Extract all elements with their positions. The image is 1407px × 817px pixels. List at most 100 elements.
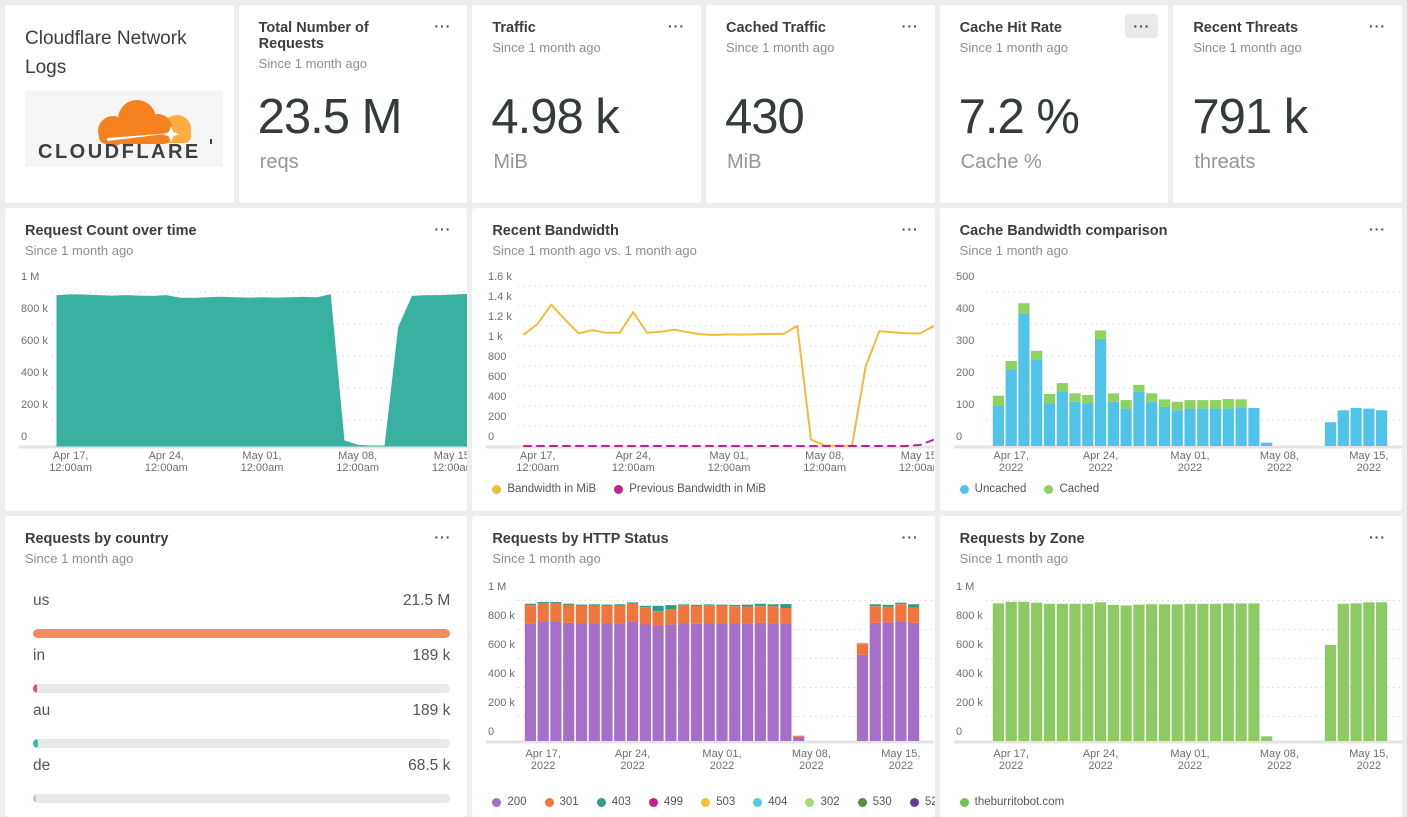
chart-panel-http-status: Requests by HTTP Status Since 1 month ag… (472, 516, 935, 817)
legend-item[interactable]: 530 (857, 796, 892, 808)
country-value: 189 k (412, 647, 451, 664)
legend-label: 403 (611, 796, 631, 808)
country-value: 21.5 M (402, 592, 451, 609)
legend-item[interactable]: Bandwidth in MiB (492, 483, 596, 495)
legend-dot-icon (959, 484, 969, 494)
stat-unit: MiB (727, 151, 762, 173)
svg-text:400 k: 400 k (488, 668, 515, 680)
legend-item[interactable]: 403 (596, 796, 631, 808)
legend-item[interactable]: Cached (1044, 483, 1099, 495)
legend-item[interactable]: 526 (909, 796, 935, 808)
legend-item[interactable]: 404 (753, 796, 787, 808)
svg-text:200: 200 (956, 367, 974, 379)
legend-dot-icon (909, 797, 919, 807)
dashboard-title: Cloudflare Network Logs (25, 28, 187, 78)
svg-text:Apr 17,2022: Apr 17, 2022 (526, 748, 561, 772)
stat-panel-recent-threats: Recent Threats Since 1 month ago ··· 791… (1173, 5, 1402, 203)
country-label: in (33, 647, 46, 664)
panel-menu-button[interactable]: ··· (668, 18, 685, 34)
country-row: us 21.5 M (33, 592, 451, 638)
stat-unit: Cache % (960, 151, 1042, 173)
requests-by-country-chart: us 21.5 M in 189 k au 189 k de 68.5 k (5, 516, 467, 817)
chart-panel-cache-bandwidth: Cache Bandwidth comparison Since 1 month… (939, 208, 1402, 511)
svg-text:Apr 24,2022: Apr 24, 2022 (615, 748, 650, 772)
country-label: us (33, 592, 50, 609)
panel-menu-button[interactable]: ··· (1369, 18, 1386, 34)
legend-label: 200 (507, 796, 527, 808)
stat-panel-traffic: Traffic Since 1 month ago ··· 4.98 k MiB (472, 5, 701, 203)
chart-panel-requests-by-country: Requests by country Since 1 month ago ··… (5, 516, 468, 817)
svg-text:Apr 17,2022: Apr 17, 2022 (993, 450, 1028, 474)
svg-text:1.6 k: 1.6 k (488, 271, 512, 283)
svg-text:1 M: 1 M (21, 271, 39, 283)
panel-menu-button[interactable]: ··· (434, 221, 452, 237)
legend-item[interactable]: theburritobot.com (959, 796, 1064, 808)
panel-menu-button[interactable]: ··· (1369, 221, 1386, 237)
legend-dot-icon (596, 797, 606, 807)
svg-text:May 08,2022: May 08, 2022 (1260, 450, 1299, 474)
chart-panel-requests-by-zone: Requests by Zone Since 1 month ago ··· 1… (939, 516, 1402, 817)
country-value: 189 k (412, 702, 451, 719)
panel-menu-button[interactable]: ··· (434, 529, 452, 545)
legend-dot-icon (544, 797, 554, 807)
svg-text:1.2 k: 1.2 k (488, 311, 512, 323)
legend-item[interactable]: 503 (701, 796, 735, 808)
svg-text:May 15,12:00am: May 15,12:00am (432, 450, 467, 474)
panel-title: Total Number of Requests (258, 20, 369, 52)
panel-title: Cache Bandwidth comparison (959, 223, 1168, 239)
svg-text:800 k: 800 k (956, 610, 983, 622)
svg-text:600 k: 600 k (956, 639, 983, 651)
panel-subtitle: Since 1 month ago (25, 551, 134, 566)
svg-text:800 k: 800 k (488, 610, 515, 622)
svg-text:Apr 24,12:00am: Apr 24, 12:00am (612, 450, 655, 474)
country-bar-track (33, 684, 451, 693)
requests-by-zone-chart: 1 M 800 k 600 k 400 k 200 k 0 Apr 17, 2022 Apr 2… (940, 516, 1402, 817)
svg-text:May 15,12:00am: May 15,12:00am (899, 450, 934, 474)
stat-value: 791 k (1192, 90, 1308, 144)
svg-text:600 k: 600 k (488, 639, 515, 651)
svg-text:May 15,2022: May 15, 2022 (1349, 748, 1388, 772)
legend-item[interactable]: 200 (492, 796, 527, 808)
svg-text:0: 0 (488, 726, 494, 738)
country-row: in 189 k (33, 647, 451, 693)
stat-unit: reqs (259, 151, 299, 173)
chart-panel-recent-bandwidth: Recent Bandwidth Since 1 month ago vs. 1… (472, 208, 935, 511)
country-bar (33, 629, 451, 638)
svg-text:400 k: 400 k (956, 668, 983, 680)
panel-subtitle: Since 1 month ago (726, 40, 835, 55)
svg-text:0: 0 (21, 431, 27, 443)
panel-menu-button[interactable]: ··· (901, 18, 919, 34)
panel-menu-button[interactable]: ··· (901, 529, 919, 545)
svg-text:0: 0 (488, 431, 494, 443)
country-bar (33, 739, 38, 748)
legend-item[interactable]: 499 (648, 796, 683, 808)
legend-item[interactable]: Uncached (959, 483, 1026, 495)
chart-legend: Uncached Cached (959, 483, 1099, 495)
panel-menu-button[interactable]: ··· (1125, 14, 1159, 38)
panel-subtitle: Since 1 month ago (258, 56, 368, 71)
svg-text:May 01,2022: May 01, 2022 (1170, 748, 1209, 772)
panel-menu-button[interactable]: ··· (1369, 529, 1386, 545)
panel-subtitle: Since 1 month ago (25, 243, 134, 258)
legend-item[interactable]: 301 (544, 796, 579, 808)
country-row: de 68.5 k (33, 757, 451, 803)
svg-text:1.4 k: 1.4 k (488, 291, 512, 303)
panel-menu-button[interactable]: ··· (434, 18, 452, 34)
legend-item[interactable]: Previous Bandwidth in MiB (614, 483, 766, 495)
stat-panel-total-requests: Total Number of Requests Since 1 month a… (238, 5, 468, 203)
svg-text:800: 800 (488, 351, 506, 363)
stat-value: 4.98 k (491, 90, 619, 144)
stat-panel-cached-traffic: Cached Traffic Since 1 month ago ··· 430… (706, 5, 935, 203)
svg-text:600: 600 (488, 371, 506, 383)
stat-unit: threats (1194, 151, 1256, 173)
panel-menu-button[interactable]: ··· (901, 221, 919, 237)
cloudflare-cloud-icon: CLOUDFLARE (38, 100, 212, 163)
request-count-chart: 1 M 800 k 600 k 400 k 200 k 0 Apr 17, 12:00am Ap… (5, 208, 468, 511)
svg-text:May 08,12:00am: May 08, 12:00am (336, 450, 379, 474)
recent-bandwidth-chart: 1.6 k 1.4 k 1.2 k 1 k 800 600 400 200 0 Apr 17, 12… (472, 208, 935, 511)
chart-legend: theburritobot.com (959, 796, 1064, 808)
panel-subtitle: Since 1 month ago vs. 1 month ago (492, 243, 697, 258)
legend-item[interactable]: 302 (805, 796, 840, 808)
svg-text:0: 0 (956, 726, 962, 738)
panel-title: Cached Traffic (726, 20, 826, 36)
